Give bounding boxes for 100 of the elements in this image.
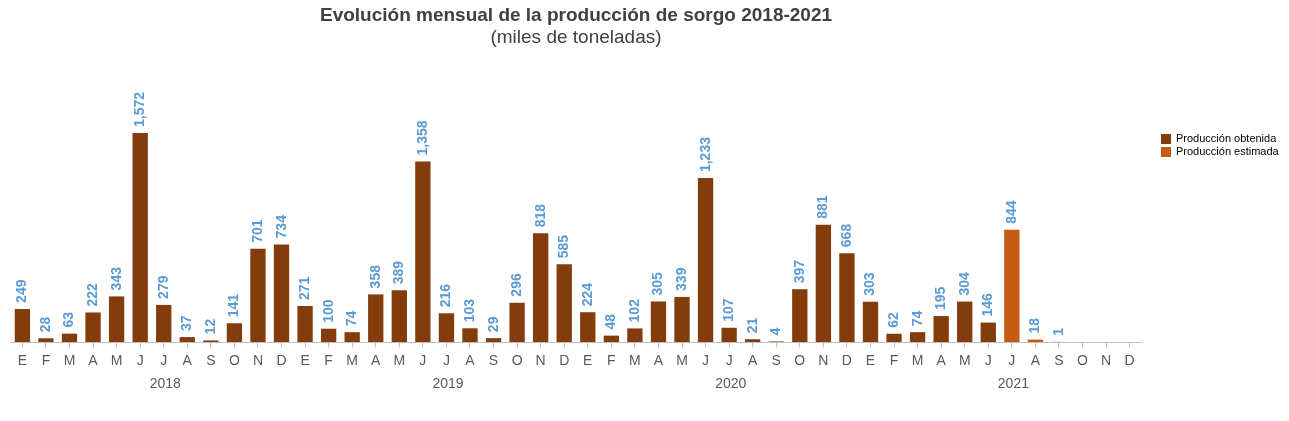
- data-label: 1,233: [696, 136, 713, 173]
- data-label: 18: [1026, 317, 1043, 334]
- x-tick-label: M: [393, 351, 406, 368]
- x-tick-label: D: [559, 351, 570, 368]
- data-label: 195: [932, 286, 949, 311]
- bar: [933, 316, 949, 342]
- x-tick-label: D: [276, 351, 287, 368]
- bar: [320, 328, 337, 342]
- data-label: 103: [460, 298, 477, 323]
- bar: [415, 161, 431, 342]
- bar: [957, 301, 973, 342]
- x-tick-label: A: [88, 351, 99, 368]
- bar: [556, 264, 572, 342]
- data-label: 102: [625, 298, 642, 323]
- data-label: 146: [979, 293, 996, 317]
- bar: [226, 323, 243, 342]
- bar: [273, 244, 290, 342]
- data-label: 4: [767, 327, 784, 336]
- bar: [485, 338, 502, 342]
- bar: [85, 312, 101, 342]
- bar: [462, 328, 478, 342]
- data-label: 585: [555, 234, 572, 259]
- data-label: 28: [36, 316, 53, 333]
- data-label: 37: [178, 315, 195, 332]
- bar: [839, 253, 855, 342]
- bar: [438, 313, 455, 342]
- bar: [344, 332, 360, 342]
- data-label: 141: [225, 293, 242, 318]
- x-tick-label: N: [252, 351, 264, 368]
- x-tick-label: E: [865, 351, 876, 368]
- data-label: 303: [861, 272, 878, 296]
- data-label: 222: [84, 282, 101, 307]
- x-tick-label: D: [841, 351, 852, 368]
- data-label: 74: [908, 310, 925, 327]
- x-tick-label: F: [889, 351, 899, 368]
- data-label: 881: [814, 195, 831, 219]
- x-tick-label: J: [419, 351, 427, 368]
- data-label: 74: [343, 310, 360, 327]
- x-tick-label: A: [465, 351, 476, 368]
- data-label: 818: [531, 203, 548, 228]
- bar: [108, 296, 125, 342]
- data-label: 48: [602, 313, 619, 330]
- data-label: 216: [437, 283, 454, 308]
- bar: [886, 333, 902, 342]
- x-tick-label: N: [1101, 351, 1112, 368]
- data-label: 29: [484, 316, 501, 333]
- text: 2021: [997, 375, 1030, 391]
- legend-label: Producción estimada: [1176, 145, 1280, 157]
- x-tick-label: A: [182, 351, 193, 368]
- data-label: 389: [390, 260, 407, 285]
- bar: [533, 233, 549, 342]
- x-tick-label: D: [1124, 351, 1135, 368]
- bar: [627, 328, 643, 342]
- bar: [815, 224, 832, 342]
- bar: [1004, 229, 1020, 342]
- x-tick-label: M: [110, 351, 123, 368]
- text: 2019: [432, 375, 464, 391]
- data-label: 397: [790, 259, 807, 284]
- data-label: 271: [296, 276, 313, 300]
- data-label: 304: [955, 272, 972, 296]
- bar: [862, 301, 879, 342]
- chart-title: Evolución mensual de la producción de sorgo 2018-2021: [319, 3, 833, 25]
- bar: [792, 289, 808, 342]
- x-tick-label: M: [63, 351, 76, 368]
- bar: [250, 248, 266, 342]
- x-tick-label: M: [346, 351, 359, 368]
- x-tick-label: O: [794, 351, 806, 368]
- x-tick-label: E: [17, 351, 28, 368]
- data-label: 305: [649, 271, 666, 296]
- bar: [61, 333, 78, 342]
- data-label: 1,358: [413, 120, 430, 156]
- bar: [603, 335, 619, 342]
- data-label: 668: [837, 223, 854, 248]
- x-tick-label: E: [583, 351, 593, 368]
- data-label: 734: [272, 214, 289, 239]
- bar: [650, 301, 667, 342]
- data-label: 296: [508, 273, 525, 297]
- x-tick-label: O: [228, 351, 240, 368]
- bar: [132, 133, 148, 342]
- data-label: 107: [720, 298, 737, 322]
- legend-label: Producción obtenida: [1176, 132, 1278, 144]
- x-tick-label: S: [488, 351, 499, 368]
- data-label: 279: [154, 275, 171, 299]
- x-tick-label: M: [911, 351, 924, 368]
- x-tick-label: O: [1077, 351, 1089, 368]
- x-tick-label: J: [160, 351, 168, 368]
- data-label: 21: [743, 317, 760, 334]
- x-tick-label: S: [1054, 351, 1064, 368]
- chart-subtitle: (miles de toneladas): [490, 25, 662, 47]
- data-label: 358: [366, 264, 383, 289]
- data-label: 63: [60, 311, 77, 328]
- x-tick-label: A: [936, 351, 947, 368]
- text: 2020: [715, 375, 747, 391]
- x-tick-label: M: [676, 351, 688, 368]
- bar: [38, 338, 54, 342]
- bar: [980, 322, 996, 342]
- bar: [909, 332, 926, 342]
- x-tick-label: A: [748, 351, 759, 368]
- x-tick-label: J: [725, 351, 733, 368]
- data-label: 62: [885, 311, 902, 328]
